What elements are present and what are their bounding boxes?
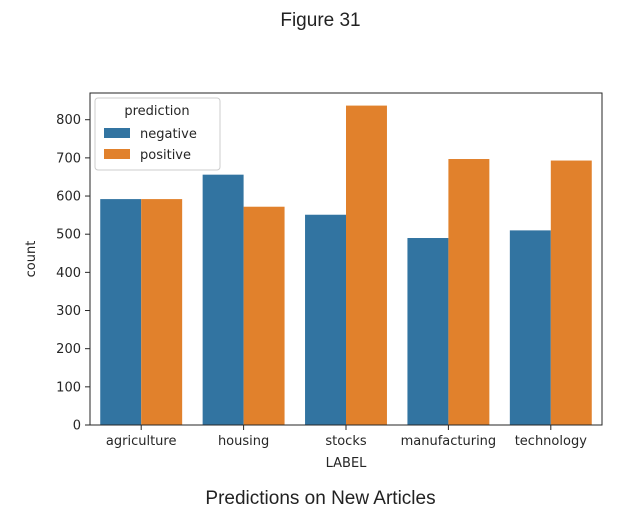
- bar-stocks-negative: [305, 214, 346, 425]
- x-tick-label-housing: housing: [218, 434, 269, 449]
- bar-housing-positive: [243, 206, 285, 425]
- figure-caption: Predictions on New Articles: [205, 488, 436, 509]
- legend-label-positive: positive: [140, 148, 191, 163]
- plot-frame: [89, 92, 603, 426]
- x-axis-label: LABEL: [326, 456, 368, 471]
- legend-swatch-negative: [104, 128, 130, 138]
- y-tick-label: 400: [56, 266, 81, 281]
- x-tick-label-technology: technology: [515, 434, 587, 449]
- x-tick-label-agriculture: agriculture: [106, 434, 177, 449]
- y-tick-label: 500: [56, 228, 81, 243]
- legend-label-negative: negative: [140, 127, 197, 142]
- y-axis-label: count: [24, 241, 39, 278]
- bar-agriculture-positive: [141, 199, 183, 425]
- bar-manufacturing-negative: [407, 238, 449, 425]
- legend-swatch-positive: [104, 149, 130, 159]
- bar-agriculture-negative: [100, 199, 142, 425]
- y-tick-label: 200: [56, 342, 81, 357]
- x-tick-label-stocks: stocks: [325, 434, 366, 449]
- y-tick-label: 0: [73, 419, 81, 434]
- x-tick-label-manufacturing: manufacturing: [401, 434, 497, 449]
- y-tick-label: 100: [56, 380, 81, 395]
- y-tick-label: 600: [56, 190, 81, 205]
- legend-title: prediction: [124, 104, 189, 119]
- bar-stocks-positive: [346, 105, 387, 425]
- y-tick-label: 700: [56, 151, 81, 166]
- y-tick-label: 300: [56, 304, 81, 319]
- bar-technology-positive: [550, 160, 592, 425]
- bar-manufacturing-positive: [448, 159, 490, 426]
- bar-technology-negative: [509, 230, 551, 425]
- bar-housing-negative: [202, 174, 244, 425]
- x-axis: agriculture housing stocks manufacturing tec…: [106, 425, 587, 449]
- bars-group: [100, 105, 592, 426]
- figure-title: Figure 31: [280, 10, 361, 31]
- legend: prediction negative positive: [94, 97, 221, 171]
- y-tick-label: 800: [56, 113, 81, 128]
- y-axis: 0 100 200 300 400 500 600 700 800: [56, 113, 90, 434]
